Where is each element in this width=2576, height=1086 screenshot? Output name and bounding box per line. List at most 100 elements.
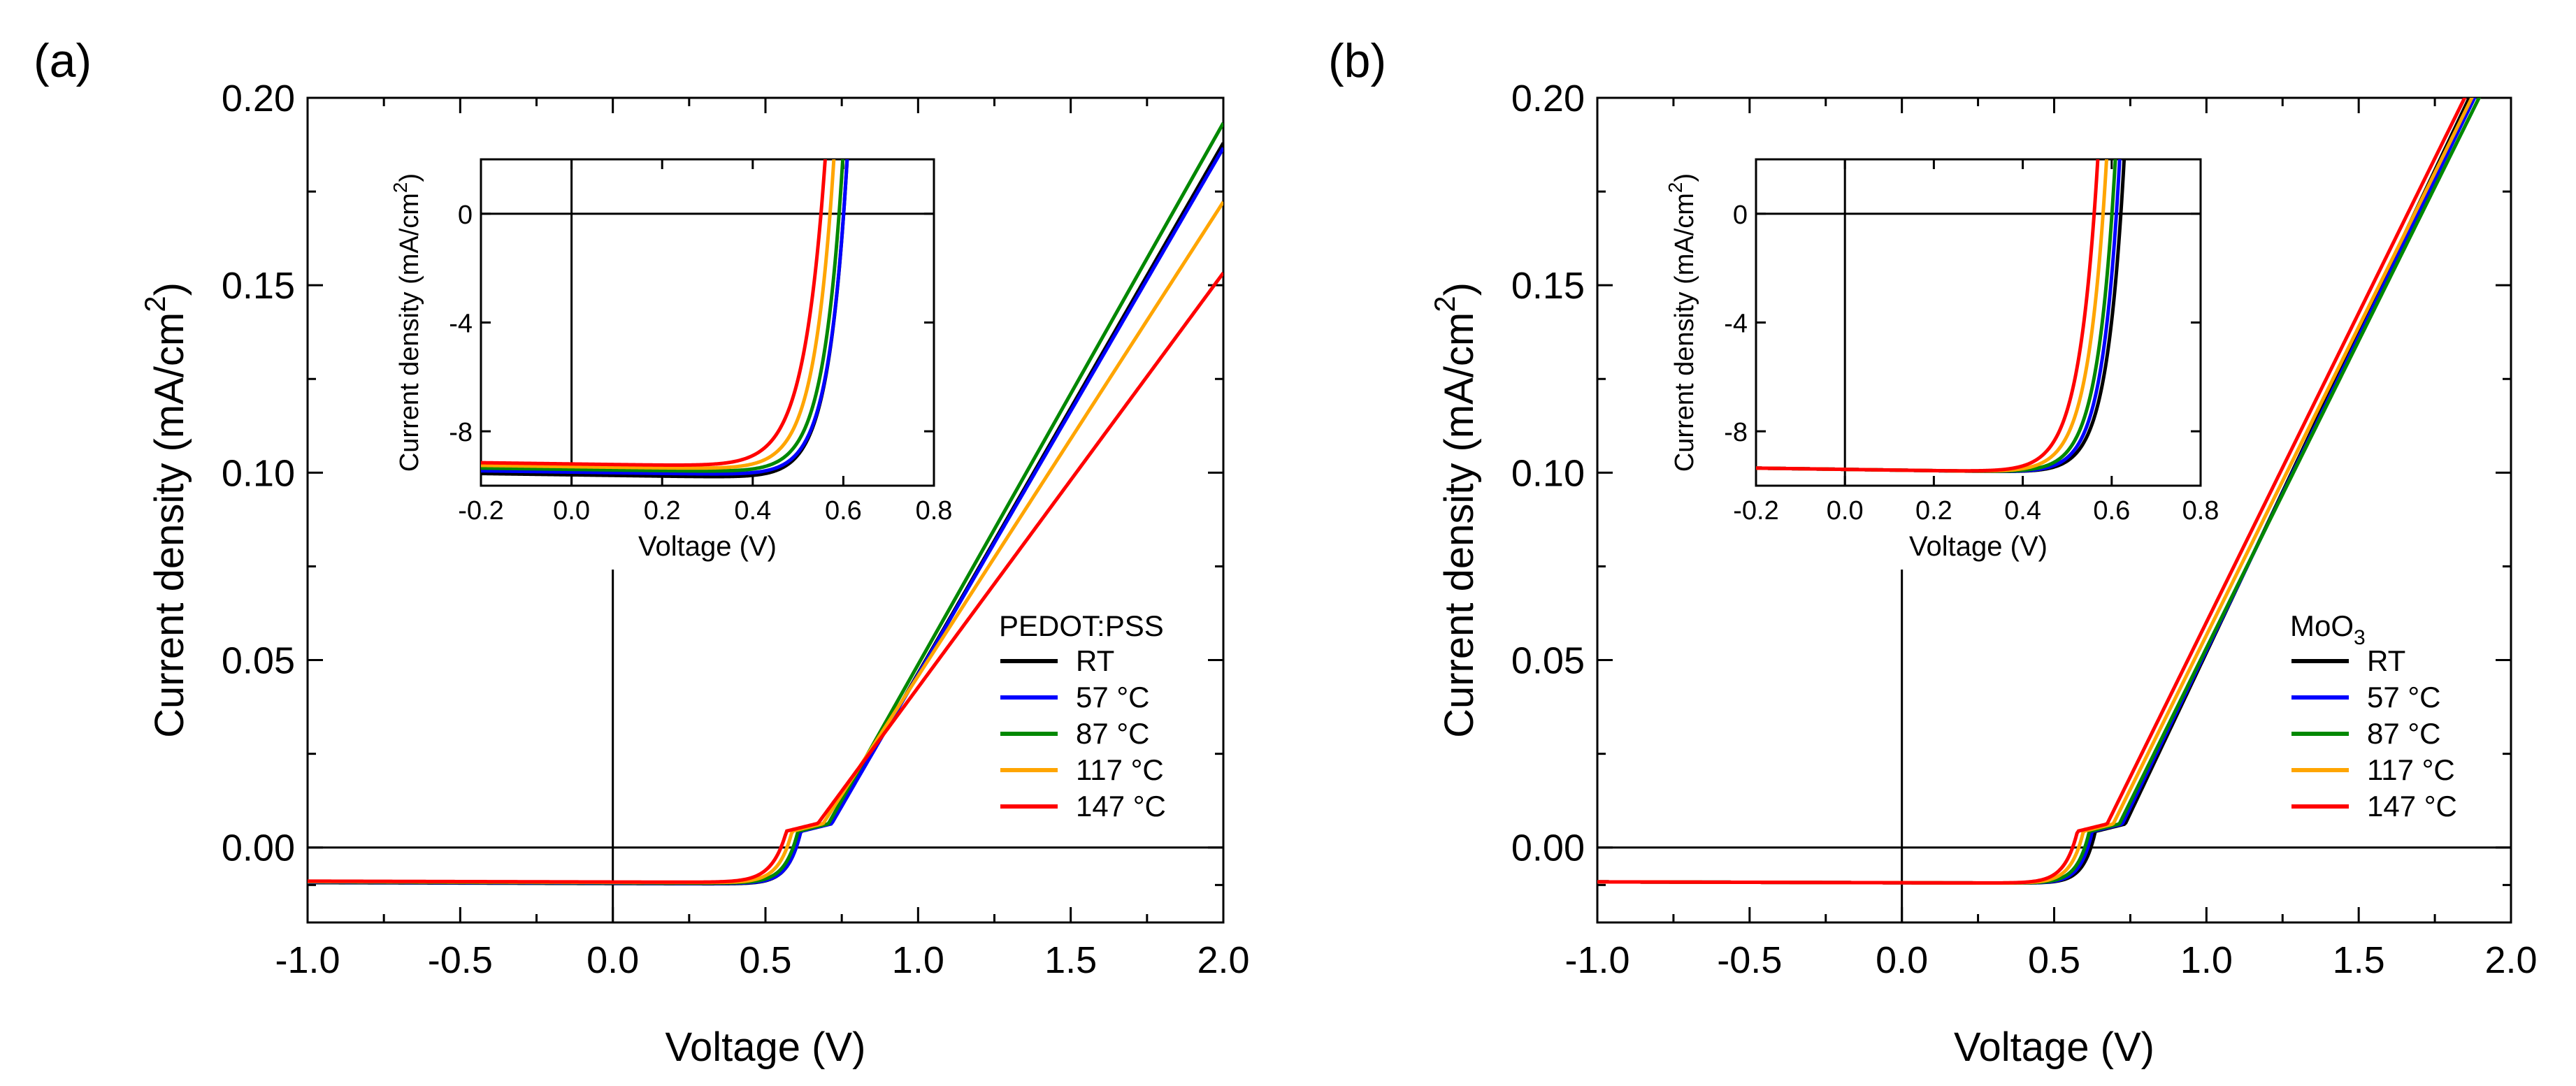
inset-x-tick-label: 0.6 [2093, 496, 2130, 526]
x-tick-label: 0.0 [1876, 939, 1928, 981]
inset-chart: -0.2 0.0 0.2 0.4 0.6 0.8 -8 -4 0 Voltage (V) Curre… [389, 158, 953, 562]
y-axis-label-sup: 2 [138, 296, 171, 312]
inset-x-tick-label: 0.2 [1915, 496, 1952, 526]
x-tick-label: 1.0 [892, 939, 944, 981]
inset-x-tick-label: 0.2 [644, 496, 681, 526]
x-tick-label: -0.5 [1717, 939, 1782, 981]
x-tick-label: 1.5 [1044, 939, 1097, 981]
legend-title-sub: 3 [2354, 626, 2366, 649]
series-line-147 [1597, 98, 2467, 885]
x-tick-label: 0.5 [2028, 939, 2080, 981]
inset-series-group [481, 159, 849, 479]
x-tick-label: -0.5 [428, 939, 493, 981]
inset-y-axis-label: Current density (mA/cm2) [1664, 173, 1699, 472]
x-axis-label: Voltage (V) [665, 1025, 866, 1070]
y-tick-label: 0.20 [222, 78, 295, 120]
legend-label-117: 117 °C [2367, 753, 2455, 786]
inset-y-axis-label-tail: ) [1670, 173, 1699, 182]
inset-series-line-87 [481, 159, 845, 473]
inset-series-line-147 [481, 159, 827, 467]
inset-series-group [1756, 159, 2127, 473]
x-tick-label: -1.0 [275, 939, 340, 981]
y-tick-label: 0.10 [1511, 452, 1585, 494]
y-tick-label: 0.15 [222, 265, 295, 307]
y-axis-label-text: Current density (mA/cm [1437, 312, 1482, 738]
y-tick-label: 0.20 [1511, 78, 1585, 120]
inset-series-line-RT [481, 159, 849, 479]
inset-y-axis-label-sup: 2 [1664, 182, 1686, 193]
inset-x-axis-label: Voltage (V) [1909, 531, 2048, 562]
legend-title-text: MoO [2290, 609, 2354, 642]
y-axis-label-tail: ) [1437, 282, 1482, 296]
x-tick-label: 1.0 [2180, 939, 2233, 981]
inset-x-tick-label: 0.8 [916, 496, 953, 526]
inset-x-tick-label: -0.2 [458, 496, 503, 526]
legend-label-RT: RT [1076, 644, 1114, 677]
inset-series-line-57 [481, 159, 849, 476]
panel-label: (a) [34, 34, 92, 87]
x-tick-label: 0.5 [739, 939, 791, 981]
legend-label-147: 147 °C [1076, 790, 1166, 823]
y-axis-label: Current density (mA/cm2) [1428, 282, 1482, 738]
series-group [308, 122, 1223, 886]
x-tick-label: 1.5 [2333, 939, 2385, 981]
inset-x-tick-label: 0.6 [825, 496, 862, 526]
inset-x-tick-label: 0.8 [2182, 496, 2219, 526]
inset-frame [1755, 158, 2202, 487]
y-axis-label-tail: ) [147, 282, 192, 296]
chart-panel-a: (a)-1.0 -0.5 0.0 0.5 1.0 1.5 2.00.000.050.100.… [34, 34, 1250, 1070]
inset-y-axis-label-text: Current density (mA/cm [395, 193, 424, 472]
inset-x-tick-label: 0.4 [734, 496, 771, 526]
inset-y-tick-label: 0 [1733, 201, 1748, 230]
y-tick-label: 0.10 [222, 452, 295, 494]
series-group [1597, 98, 2482, 885]
inset-y-axis-label-tail: ) [395, 173, 424, 182]
x-tick-label: 2.0 [2484, 939, 2537, 981]
panel-label: (b) [1328, 34, 1386, 87]
inset-y-tick-label: -4 [1724, 310, 1748, 339]
y-axis-label-text: Current density (mA/cm [147, 312, 192, 738]
inset-x-tick-label: -0.2 [1733, 496, 1778, 526]
legend-title-text: PEDOT:PSS [999, 609, 1164, 642]
legend-title: MoO3 [2290, 609, 2366, 649]
inset-y-tick-label: -8 [1724, 418, 1748, 447]
y-tick-label: 0.00 [1511, 827, 1585, 869]
inset-series-line-117 [481, 159, 836, 470]
x-tick-label: -1.0 [1564, 939, 1629, 981]
legend-label-57: 57 °C [1076, 681, 1150, 714]
legend-label-57: 57 °C [2367, 681, 2441, 714]
legend-label-RT: RT [2367, 644, 2405, 677]
inset-y-axis-label-sup: 2 [389, 182, 411, 193]
legend-label-87: 87 °C [1076, 717, 1150, 750]
inset-x-tick-label: 0.0 [553, 496, 590, 526]
y-tick-label: 0.05 [222, 640, 295, 682]
series-line-147 [308, 271, 1223, 884]
inset-y-axis-label-text: Current density (mA/cm [1670, 193, 1699, 472]
chart-panel-b: (b)-1.0 -0.5 0.0 0.5 1.0 1.5 2.00.000.050.100.… [1328, 34, 2538, 1070]
x-tick-label: 0.0 [587, 939, 639, 981]
inset-y-axis-label: Current density (mA/cm2) [389, 173, 424, 472]
legend-title: PEDOT:PSS [999, 609, 1164, 642]
inset-x-tick-label: 0.4 [2004, 496, 2041, 526]
y-tick-label: 0.15 [1511, 265, 1585, 307]
legend-label-147: 147 °C [2367, 790, 2457, 823]
y-axis-label-sup: 2 [1428, 296, 1461, 312]
inset-y-tick-label: -8 [449, 418, 473, 447]
inset-frame [480, 158, 935, 487]
y-tick-label: 0.00 [222, 827, 295, 869]
legend-label-117: 117 °C [1076, 753, 1164, 786]
inset-x-tick-label: 0.0 [1827, 496, 1864, 526]
y-axis-label: Current density (mA/cm2) [138, 282, 192, 738]
inset-series-line-147 [1756, 159, 2100, 473]
inset-chart: -0.2 0.0 0.2 0.4 0.6 0.8 -8 -4 0 Voltage (V) Curre… [1664, 158, 2219, 562]
inset-x-axis-label: Voltage (V) [638, 531, 777, 562]
inset-y-tick-label: 0 [458, 201, 473, 230]
inset-y-tick-label: -4 [449, 310, 473, 339]
legend-label-87: 87 °C [2367, 717, 2441, 750]
x-tick-label: 2.0 [1197, 939, 1249, 981]
x-axis-label: Voltage (V) [1954, 1025, 2154, 1070]
y-tick-label: 0.05 [1511, 640, 1585, 682]
